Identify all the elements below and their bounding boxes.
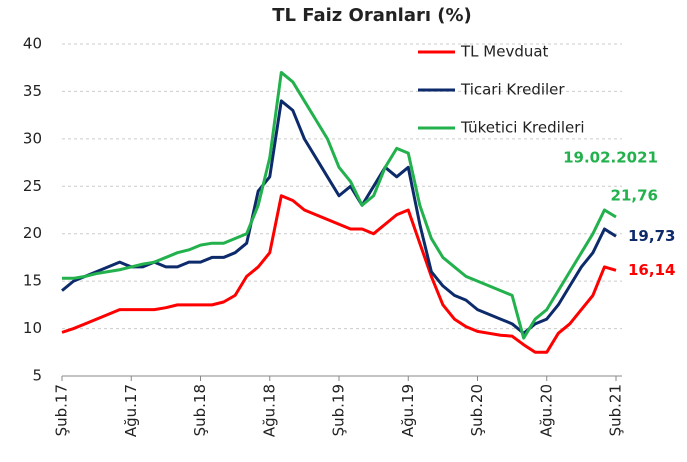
series-line bbox=[61, 194, 617, 354]
y-tick-label: 20 bbox=[23, 224, 42, 242]
legend-label: Ticari Krediler bbox=[460, 81, 565, 99]
data-label: 16,14 bbox=[628, 261, 675, 279]
data-label: 19,73 bbox=[628, 227, 675, 245]
x-tick-label: Şub.21 bbox=[607, 384, 625, 436]
y-tick-label: 30 bbox=[23, 129, 42, 147]
y-tick-label: 15 bbox=[23, 272, 42, 290]
x-tick-label: Şub.19 bbox=[330, 384, 348, 436]
x-tick-label: Ağu.18 bbox=[260, 384, 278, 437]
series-line bbox=[62, 70, 617, 340]
x-tick-label: Ağu.20 bbox=[537, 384, 555, 437]
y-tick-label: 40 bbox=[23, 35, 42, 53]
x-tick-label: Şub.17 bbox=[53, 384, 71, 436]
annotation: 19.02.2021 bbox=[563, 149, 658, 167]
x-tick-label: Ağu.19 bbox=[399, 384, 417, 437]
x-tick-label: Şub.20 bbox=[468, 384, 486, 436]
y-tick-label: 10 bbox=[23, 319, 42, 337]
legend-label: Tüketici Kredileri bbox=[460, 119, 585, 137]
chart-title: TL Faiz Oranları (%) bbox=[272, 5, 472, 26]
x-tick-label: Ağu.17 bbox=[122, 384, 140, 437]
legend-label: TL Mevduat bbox=[460, 43, 549, 61]
y-tick-label: 5 bbox=[32, 367, 42, 385]
data-label: 21,76 bbox=[611, 187, 658, 205]
x-tick-label: Şub.18 bbox=[191, 384, 209, 436]
y-tick-label: 35 bbox=[23, 82, 42, 100]
y-tick-label: 25 bbox=[23, 177, 42, 195]
